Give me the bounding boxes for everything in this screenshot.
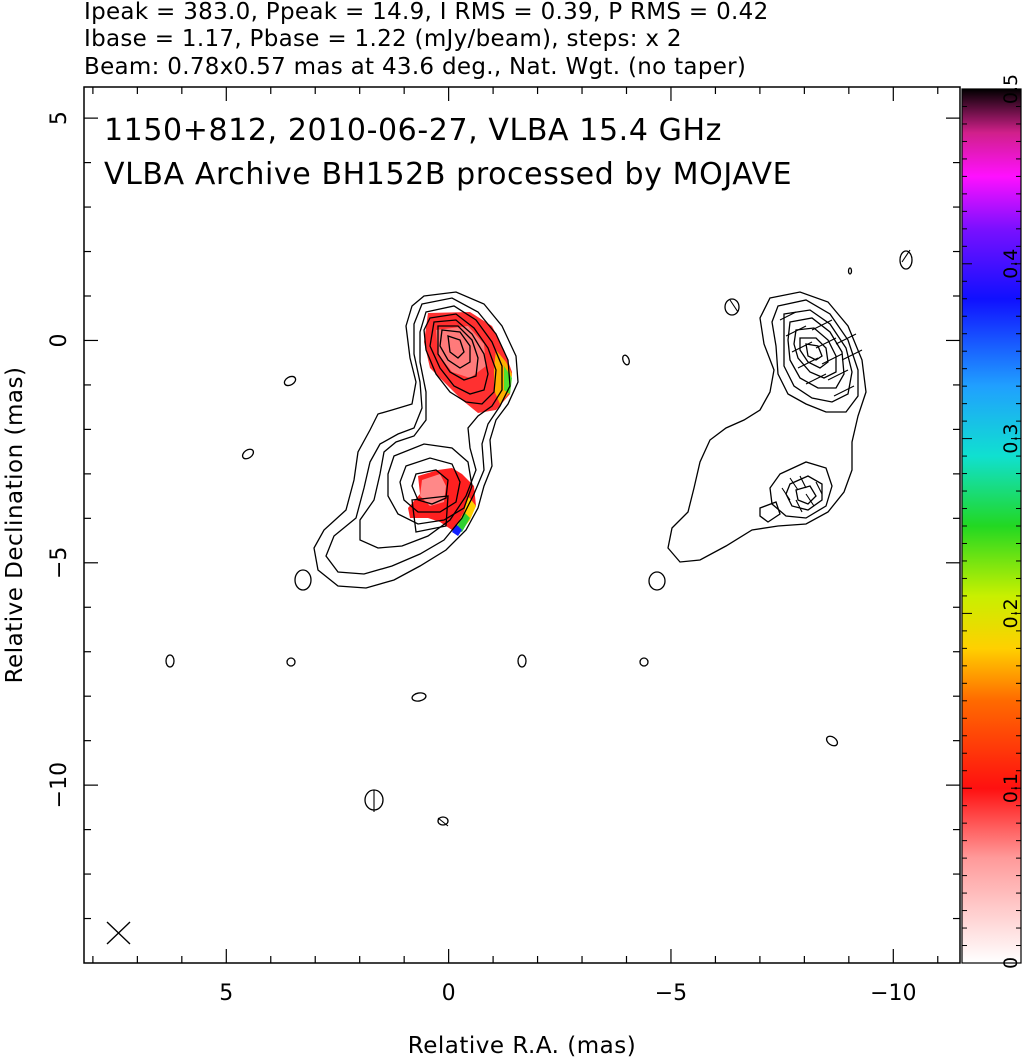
right-contour-outer: [667, 291, 867, 563]
colorbar-fill: [962, 89, 1021, 963]
right-contour-4: [787, 317, 845, 389]
right-contour-2: [771, 299, 859, 413]
left-knot-contour-3: [411, 469, 449, 505]
y-tick-label: 0: [47, 333, 72, 347]
noise-island: [241, 448, 255, 460]
pol-patch-knot-edge2: [456, 512, 470, 532]
left-contour-5: [429, 319, 489, 395]
noise-island: [899, 250, 913, 270]
plot-title-line-1: 1150+812, 2010-06-27, VLBA 15.4 GHz: [104, 113, 722, 148]
header-line-3: Beam: 0.78x0.57 mas at 43.6 deg., Nat. W…: [84, 54, 746, 80]
noise-island: [286, 657, 296, 667]
colorbar-tick-label: 0.1: [1000, 773, 1022, 803]
left-contour-7: [439, 329, 471, 369]
colorbar-tick-label: 0.2: [1000, 598, 1022, 628]
colorbar-tick-labels: 0 0.1 0.2 0.3 0.4 0.5: [1000, 74, 1022, 969]
colorbar-tick-label: 0.5: [1000, 74, 1022, 104]
noise-island: [411, 692, 427, 702]
evpa-sticks: [373, 249, 911, 827]
plot-title-line-2: VLBA Archive BH152B processed by MOJAVE: [104, 157, 792, 192]
x-axis-title: Relative R.A. (mas): [408, 1033, 636, 1059]
axis-ticks: [84, 87, 960, 963]
y-axis-title: Relative Declination (mas): [2, 367, 28, 684]
right-contour-6: [799, 337, 829, 369]
noise-island: [294, 569, 312, 591]
beam-marker: [106, 921, 131, 945]
left-knot-contour-2: [399, 457, 461, 513]
right-knot-contour-1: [769, 461, 833, 519]
noise-island: [724, 298, 740, 316]
colorbar-tick-label: 0.4: [1000, 249, 1022, 279]
right-contour-7: [805, 343, 823, 361]
right-knot-contour-2: [785, 475, 823, 511]
y-tick-label: 5: [47, 111, 72, 125]
left-contour-6: [437, 325, 479, 381]
noise-island: [639, 657, 649, 667]
left-contour-2: [325, 297, 511, 575]
y-tick-label: −10: [47, 762, 72, 808]
noise-island: [437, 816, 449, 826]
right-contour-3: [783, 309, 853, 403]
noise-island: [165, 654, 175, 668]
left-contour-outer: [313, 291, 519, 589]
x-tick-label: 5: [219, 981, 233, 1006]
left-contour-8: [447, 335, 465, 359]
left-knot-contour-4: [411, 495, 449, 533]
right-knot-contour-3: [795, 485, 817, 505]
x-tick-label: −5: [655, 981, 687, 1006]
plot-frame: [83, 86, 961, 964]
x-tick-label: −10: [870, 981, 916, 1006]
colorbar-tick-label: 0.3: [1000, 423, 1022, 453]
colorbar-ticks: [962, 88, 1021, 964]
noise-island: [648, 571, 666, 591]
x-tick-label: 0: [442, 981, 456, 1006]
y-tick-label: −5: [47, 547, 72, 579]
left-contours: [165, 291, 527, 826]
right-contours: [622, 250, 913, 747]
colorbar-tick-label: 0: [1000, 957, 1022, 969]
noise-island: [847, 267, 853, 275]
left-contour-3: [359, 305, 503, 549]
left-contour-4: [423, 313, 497, 405]
noise-island: [283, 375, 297, 387]
axis-tick-labels: 5 0 −5 −10 5 0 −5 −10: [47, 111, 917, 1006]
noise-island: [622, 354, 630, 366]
left-knot-contour-1: [387, 443, 473, 525]
noise-island: [517, 654, 527, 668]
right-knot-contour-4: [759, 501, 781, 523]
noise-island: [825, 735, 839, 747]
right-contour-5: [793, 327, 837, 379]
header-line-1: Ipeak = 383.0, Ppeak = 14.9, I RMS = 0.3…: [84, 0, 769, 25]
header-line-2: Ibase = 1.17, Pbase = 1.22 (mJy/beam), s…: [84, 26, 682, 52]
